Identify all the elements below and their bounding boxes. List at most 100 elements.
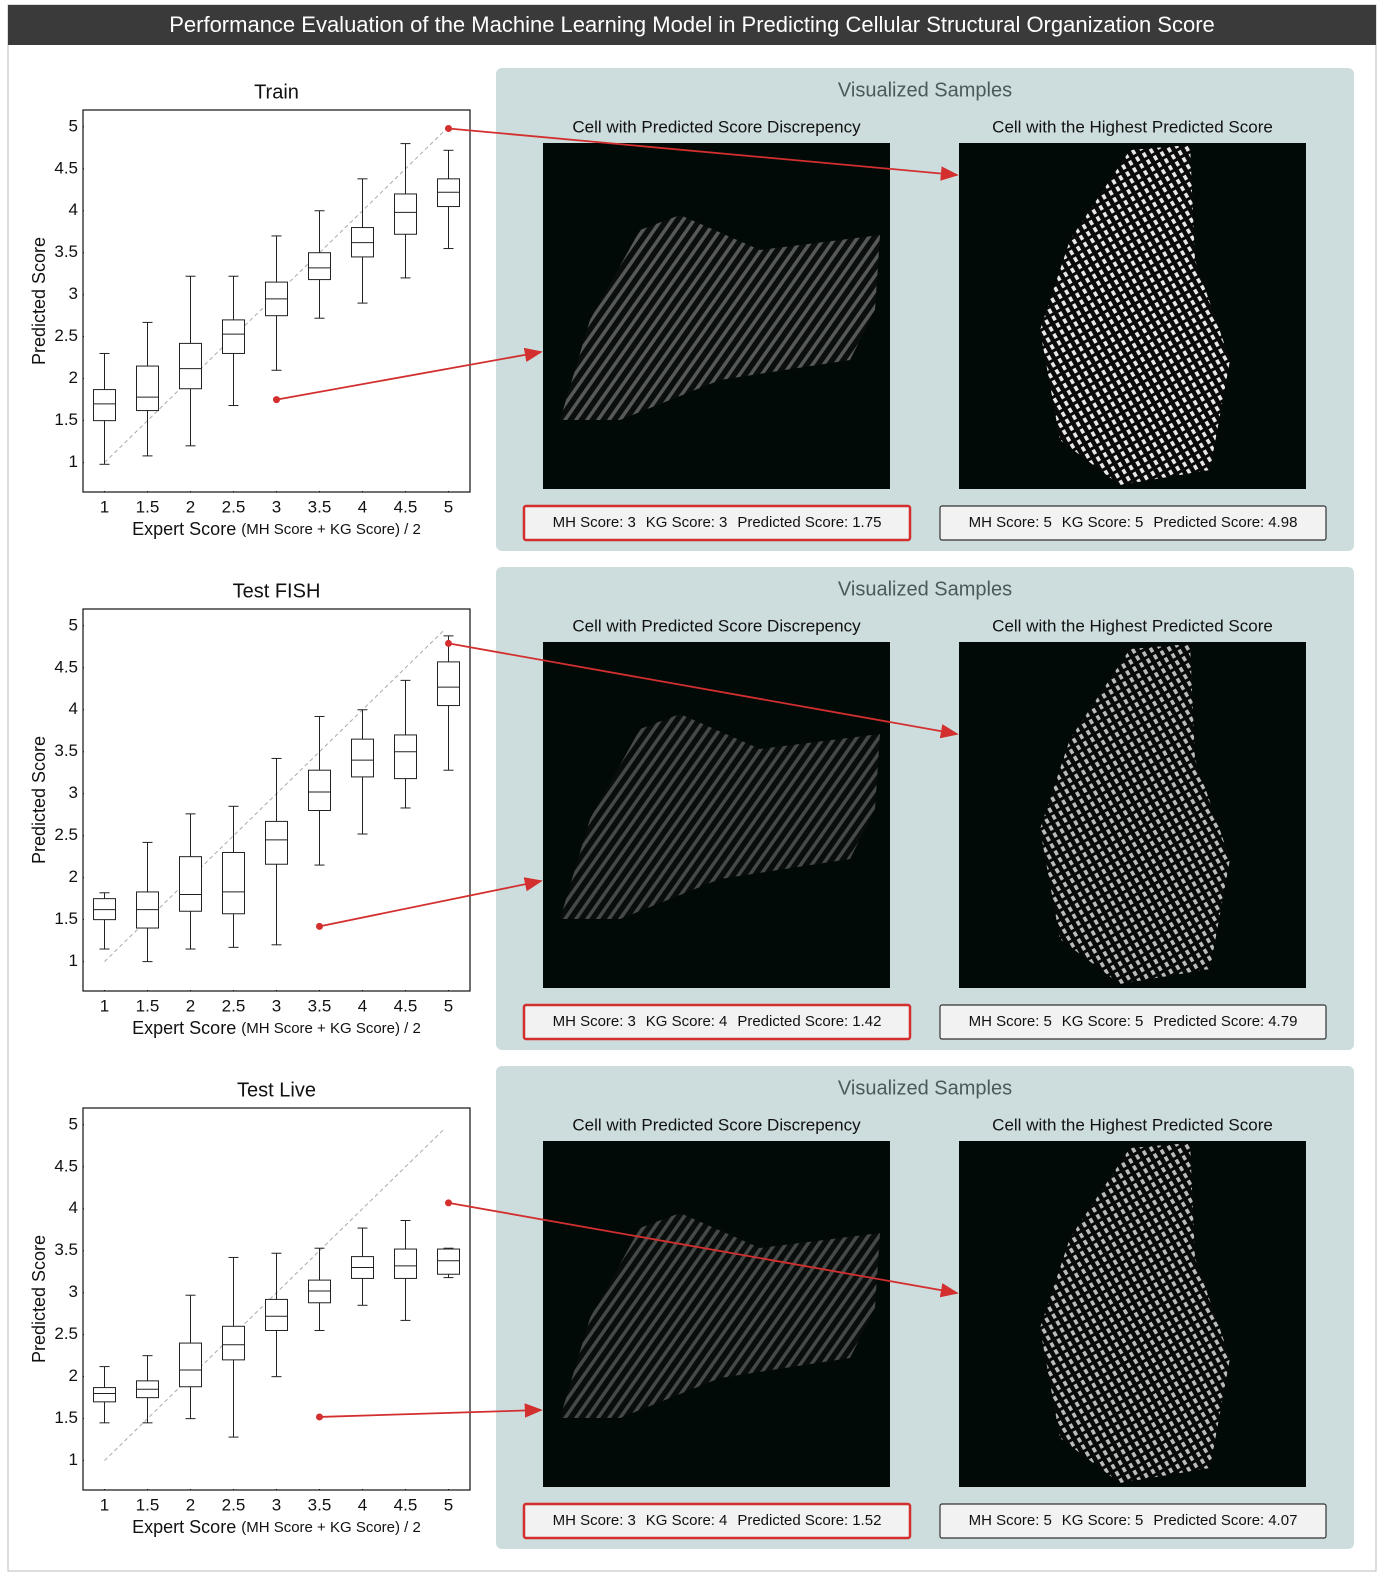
- y-tick-label: 2: [69, 867, 78, 886]
- figure-title: Performance Evaluation of the Machine Le…: [169, 12, 1215, 37]
- box: [351, 738, 374, 778]
- score-value: 1.52: [852, 1512, 881, 1529]
- x-tick-label: 5: [444, 497, 453, 516]
- sample-title: Cell with the Highest Predicted Score: [992, 1115, 1273, 1134]
- header-bar: [8, 5, 1376, 45]
- sample-point: [445, 124, 452, 132]
- y-tick-label: 1.5: [54, 909, 78, 928]
- score-label: Predicted Score:: [737, 1013, 848, 1030]
- box: [394, 734, 417, 780]
- cell: [1040, 1143, 1230, 1483]
- cell: [560, 215, 880, 420]
- score-value: 5: [1135, 1512, 1143, 1529]
- box: [308, 769, 331, 811]
- sample-arrow: [319, 1403, 543, 1418]
- y-tick-label: 3.5: [54, 242, 78, 261]
- score-label: KG Score:: [1062, 1512, 1131, 1529]
- box: [222, 1325, 245, 1361]
- x-tick-label: 1: [100, 1495, 109, 1514]
- sample-title: Cell with Predicted Score Discrepency: [572, 117, 861, 136]
- cell: [1040, 145, 1230, 485]
- cell: [560, 714, 880, 919]
- y-tick-label: 4: [69, 699, 78, 718]
- reference-diagonal: [104, 1128, 445, 1461]
- y-tick-label: 2.5: [54, 326, 78, 345]
- box: [437, 1248, 460, 1275]
- cell: [560, 1213, 880, 1418]
- score-label: MH Score:: [553, 1512, 624, 1529]
- x-axis-label-main: Expert Score: [132, 519, 236, 539]
- y-tick-label: 1.5: [54, 1408, 78, 1427]
- y-tick-label: 4.5: [54, 657, 78, 676]
- sample-arrow: [448, 1201, 959, 1298]
- score-value: 4.07: [1268, 1512, 1297, 1529]
- score-box: [939, 1503, 1327, 1539]
- y-tick-label: 5: [69, 615, 78, 634]
- score-value: 4.79: [1268, 1013, 1297, 1030]
- score-value: 1.75: [852, 514, 881, 531]
- reference-diagonal: [104, 130, 445, 463]
- sample-arrow: [448, 642, 959, 739]
- score-label: MH Score:: [553, 1013, 624, 1030]
- x-axis-label-main: Expert Score: [132, 1018, 236, 1038]
- score-label: KG Score:: [1062, 1013, 1131, 1030]
- score-text: MH Score: 3 KG Score: 4 Predicted Score: 1.52: [553, 1512, 882, 1529]
- score-box: [939, 1004, 1327, 1040]
- x-tick-label: 2.5: [222, 996, 246, 1015]
- y-tick-label: 2: [69, 368, 78, 387]
- score-value: 4: [719, 1013, 727, 1030]
- box: [93, 389, 116, 422]
- x-tick-label: 2.5: [222, 497, 246, 516]
- score-value: 5: [1135, 514, 1143, 531]
- y-tick-label: 5: [69, 116, 78, 135]
- score-text: MH Score: 5 KG Score: 5 Predicted Score: 4.98: [969, 514, 1298, 531]
- y-tick-label: 1: [69, 1450, 78, 1469]
- sample-title: Cell with the Highest Predicted Score: [992, 117, 1273, 136]
- score-value: 3: [627, 514, 635, 531]
- x-tick-label: 4: [358, 996, 367, 1015]
- y-tick-label: 1.5: [54, 410, 78, 429]
- y-tick-label: 4: [69, 200, 78, 219]
- score-value: 4: [719, 1512, 727, 1529]
- x-tick-label: 1: [100, 996, 109, 1015]
- x-tick-label: 2.5: [222, 1495, 246, 1514]
- x-tick-label: 4: [358, 497, 367, 516]
- sample-arrow: [276, 347, 543, 401]
- y-tick-label: 1: [69, 452, 78, 471]
- x-axis-label-note: (MH Score + KG Score) / 2: [241, 1519, 421, 1536]
- score-text: MH Score: 3 KG Score: 3 Predicted Score: 1.75: [553, 514, 882, 531]
- x-axis-label-main: Expert Score: [132, 1517, 236, 1537]
- box: [179, 856, 202, 912]
- x-tick-label: 4.5: [394, 497, 418, 516]
- x-tick-label: 3: [272, 1495, 281, 1514]
- x-axis-label: Expert Score (MH Score + KG Score) / 2: [132, 1517, 421, 1537]
- x-axis-label-note: (MH Score + KG Score) / 2: [241, 521, 421, 538]
- box: [394, 193, 417, 235]
- x-tick-label: 1: [100, 497, 109, 516]
- score-label: MH Score:: [969, 1512, 1040, 1529]
- box: [394, 1248, 417, 1279]
- x-tick-label: 4.5: [394, 996, 418, 1015]
- box: [179, 1342, 202, 1388]
- score-value: 3: [719, 514, 727, 531]
- score-text: MH Score: 5 KG Score: 5 Predicted Score: 4.07: [969, 1512, 1298, 1529]
- y-tick-label: 1: [69, 951, 78, 970]
- panel-title: Visualized Samples: [838, 79, 1012, 101]
- box: [265, 820, 288, 865]
- box: [265, 1298, 288, 1331]
- score-value: 5: [1043, 514, 1051, 531]
- score-label: Predicted Score:: [1153, 514, 1264, 531]
- y-tick-label: 2.5: [54, 1324, 78, 1343]
- x-tick-label: 4.5: [394, 1495, 418, 1514]
- score-box: [939, 505, 1327, 541]
- x-tick-label: 5: [444, 1495, 453, 1514]
- sample-point: [316, 922, 323, 930]
- x-tick-label: 3.5: [308, 497, 332, 516]
- y-tick-label: 4.5: [54, 158, 78, 177]
- score-label: Predicted Score:: [1153, 1512, 1264, 1529]
- score-box: [522, 1502, 912, 1540]
- chart-title: Test FISH: [233, 580, 321, 602]
- y-tick-label: 5: [69, 1114, 78, 1133]
- score-label: MH Score:: [969, 1013, 1040, 1030]
- score-value: 5: [1043, 1013, 1051, 1030]
